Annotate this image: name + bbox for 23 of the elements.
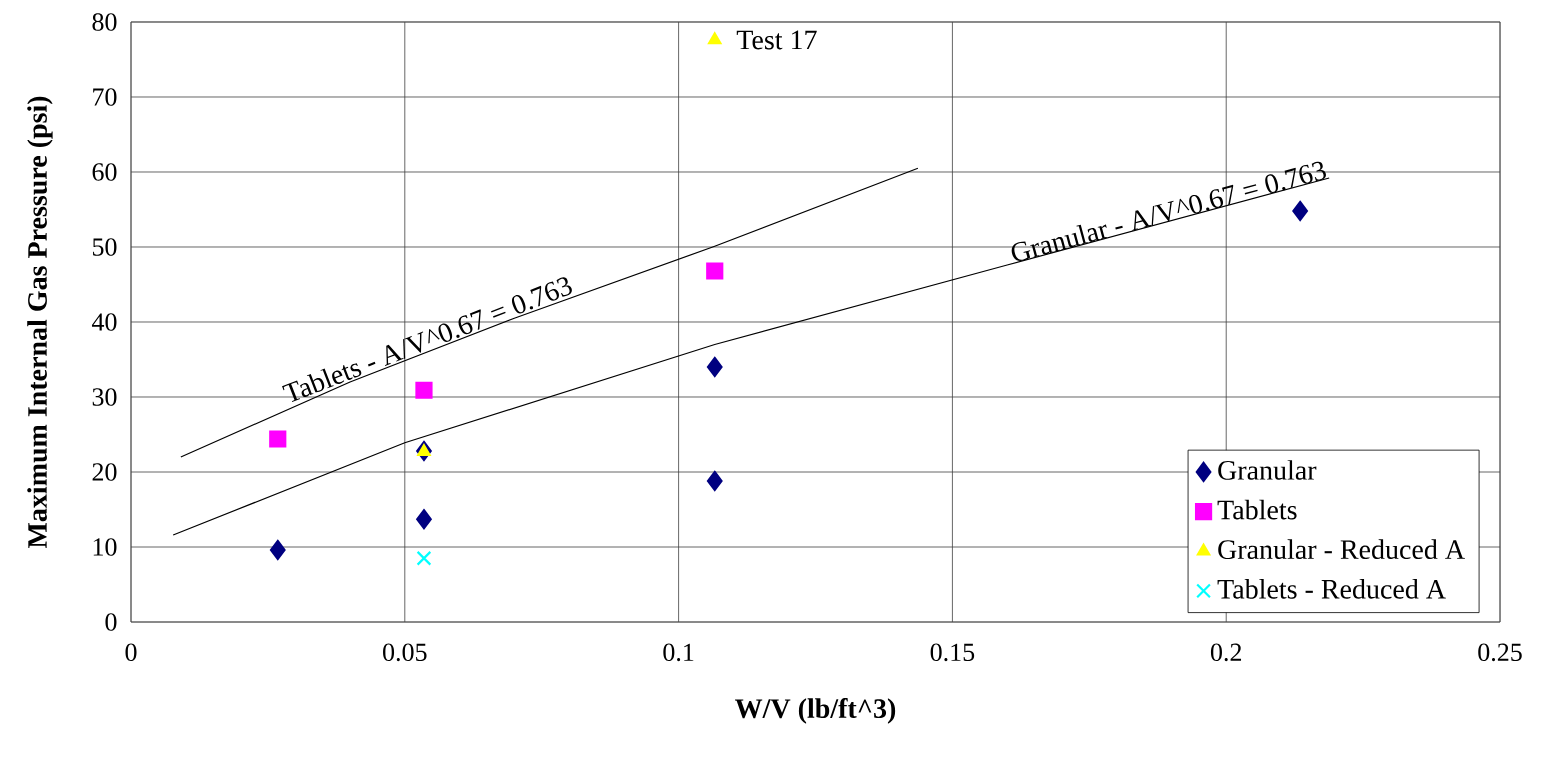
annotation: Granular - A/V^0.67 = 0.763 [1011, 161, 1326, 261]
x-tick-label: 0.25 [1478, 643, 1522, 662]
x-tick-label: 0.15 [930, 643, 975, 662]
y-tick-label: 80 [92, 13, 117, 31]
y-axis-title: Maximum Internal Gas Pressure (psi) [27, 96, 53, 549]
y-tick-label: 70 [93, 88, 117, 106]
annotation: Test 17 [736, 30, 817, 50]
y-tick-label: 10 [93, 538, 117, 556]
x-tick-label: 0 [125, 643, 137, 662]
y-tick-label: 20 [92, 463, 117, 481]
y-tick-label: 60 [92, 163, 117, 181]
y-tick-label: 50 [92, 238, 117, 256]
x-tick-label: 0.2 [1210, 643, 1242, 662]
legend-label: Tablets [1217, 499, 1297, 520]
x-tick-label: 0.05 [383, 643, 427, 662]
legend-label: Granular - Reduced A [1218, 539, 1465, 560]
legend-label: Tablets - Reduced A [1217, 578, 1446, 599]
y-tick-label: 40 [91, 313, 117, 331]
y-tick-label: 30 [92, 388, 117, 406]
x-tick-label: 0.1 [663, 643, 694, 662]
legend-label: Granular [1218, 460, 1317, 480]
x-axis-title: W/V (lb/ft^3) [735, 698, 896, 724]
y-tick-label: 0 [105, 613, 117, 631]
